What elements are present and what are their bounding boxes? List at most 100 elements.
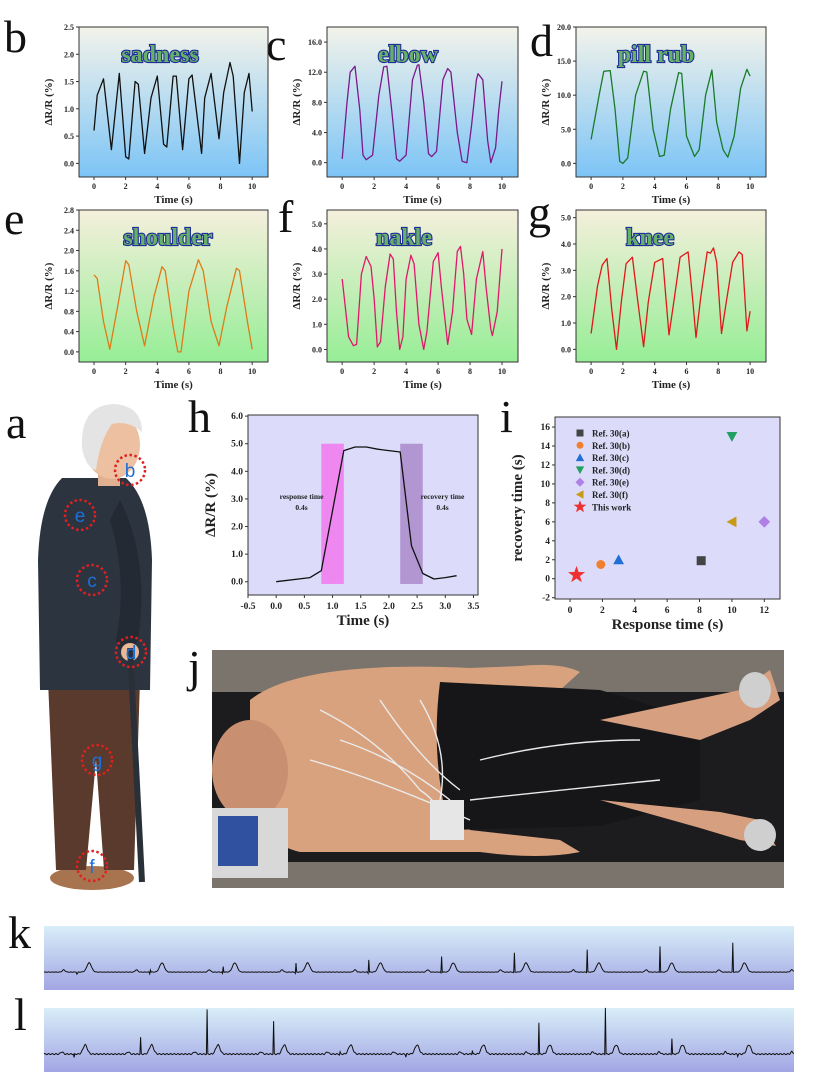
y-tick-label: 2.0 [64, 50, 74, 59]
recovery-time-band [400, 443, 423, 584]
legend-entry: Ref. 30(a) [592, 429, 630, 439]
chart-b: 0.0 0.5 1.0 1.5 2.0 2.5 0 2 4 6 8 10 Time (s) ΔR/R (%… [43, 23, 269, 206]
panel-label-c: c [266, 19, 286, 70]
sensor-location-marker [75, 563, 109, 597]
y-tick-label: 4.0 [561, 240, 571, 249]
y-tick-label: 0.0 [312, 159, 322, 168]
data-line [341, 245, 503, 351]
panel-label-e: e [4, 193, 24, 244]
y-tick-label: 2.0 [312, 295, 322, 304]
data-line [93, 61, 253, 165]
y-tick-label: 4.0 [312, 245, 322, 254]
y-tick-label: 3.0 [231, 495, 243, 505]
chart-title: pill rub [618, 42, 695, 68]
y-tick-label: 1.0 [64, 105, 74, 114]
annotation-value: 0.4s [295, 503, 307, 512]
legend-entry: Ref. 30(d) [592, 465, 630, 475]
plot-area [575, 209, 767, 363]
shoes [50, 866, 134, 890]
x-tick-label: 4 [653, 367, 657, 376]
x-tick-label: 10 [248, 182, 256, 191]
legend-marker [576, 429, 584, 437]
sensor-location-letter: g [92, 751, 103, 772]
y-tick-label: 6 [545, 518, 550, 528]
y-axis-label: ΔR/R (%) [43, 262, 55, 309]
panel-label-k: k [8, 907, 31, 958]
chart-c: 0.0 4.0 8.0 12.0 16.0 0 2 4 6 8 10 Time (s) ΔR/R (%)… [291, 26, 519, 206]
x-tick-label: 6 [187, 182, 191, 191]
x-axis-label: Time (s) [652, 194, 691, 206]
panel-label-d: d [530, 15, 553, 66]
annotation-label: response time [280, 492, 324, 501]
sensor-location-marker [80, 743, 114, 777]
y-tick-label: 16.0 [308, 38, 322, 47]
y-tick-label: 1.0 [231, 550, 243, 560]
y-tick-label: 0.0 [312, 345, 322, 354]
chart-title: nakle [376, 225, 432, 251]
y-tick-label: 6.0 [231, 412, 243, 422]
panel-label-b: b [4, 11, 27, 62]
ecg-trace [43, 942, 795, 976]
x-tick-label: 1.0 [327, 602, 339, 612]
x-tick-label: 0 [340, 182, 344, 191]
chart-f: 0.0 1.0 2.0 3.0 4.0 5.0 0 2 4 6 8 10 Time (s) ΔR/R (%… [291, 209, 519, 391]
plot-area [78, 209, 269, 363]
panel-labels: b c d e f g a h i j k l [4, 11, 553, 1040]
y-tick-label: 1.0 [312, 320, 322, 329]
x-tick-label: 4 [155, 367, 159, 376]
ecg-trace [43, 1007, 795, 1059]
data-line [590, 68, 751, 165]
y-tick-label: 4.0 [312, 129, 322, 138]
x-tick-label: 8 [468, 367, 472, 376]
x-axis-label: Time (s) [403, 379, 442, 391]
data-point-circle [596, 559, 606, 569]
sensor-location-letter: b [125, 461, 136, 482]
x-tick-label: 6 [436, 367, 440, 376]
sensor-location-marker [63, 498, 97, 532]
x-tick-label: 6 [436, 182, 440, 191]
chart-title: elbow [378, 42, 439, 68]
x-tick-label: 1.5 [355, 602, 367, 612]
x-tick-label: 0 [340, 367, 344, 376]
y-tick-label: 0.0 [231, 578, 243, 588]
data-line [341, 64, 503, 164]
data-point-triangle-up [613, 554, 625, 565]
y-tick-label: 3.0 [561, 266, 571, 275]
chart-title: knee [626, 225, 674, 251]
panel-label-l: l [14, 989, 27, 1040]
white-hair [81, 404, 142, 470]
panel-label-j: j [186, 641, 201, 692]
x-tick-label: 2.0 [383, 602, 395, 612]
x-tick-label: 6 [665, 606, 670, 616]
y-tick-label: 5.0 [312, 220, 322, 229]
y-tick-label: 1.5 [64, 78, 74, 87]
y-tick-label: 0.0 [64, 348, 74, 357]
x-tick-label: 8 [468, 182, 472, 191]
x-tick-label: 0 [589, 182, 593, 191]
data-line [93, 259, 253, 353]
data-point-triangle-down [726, 432, 738, 442]
y-tick-label: 10.0 [557, 91, 571, 100]
legend-entry: This work [592, 502, 631, 512]
chart-d: 0.0 5.0 10.0 15.0 20.0 0 2 4 6 8 10 Time (s) ΔR/R (%… [540, 23, 767, 206]
y-tick-label: 0.0 [561, 345, 571, 354]
y-tick-label: 0.0 [64, 159, 74, 168]
y-tick-label: 3.0 [312, 270, 322, 279]
y-tick-label: 2.5 [64, 23, 74, 32]
x-tick-label: 0 [568, 606, 573, 616]
arm [110, 500, 142, 660]
y-tick-label: 12 [541, 461, 551, 471]
chart-title: sadness [121, 42, 198, 68]
y-axis-label: recovery time (s) [510, 454, 526, 561]
y-tick-label: 10 [541, 480, 551, 490]
ecg-measurement-photo [212, 650, 784, 888]
legend-entry: Ref. 30(c) [592, 453, 629, 463]
sensor-location-letter: e [75, 506, 86, 527]
plot-area [575, 26, 767, 178]
x-tick-label: 8 [716, 182, 720, 191]
panel-label-f: f [278, 191, 294, 242]
y-tick-label: 0.4 [64, 328, 74, 337]
panel-label-a: a [6, 397, 26, 448]
y-tick-label: 0 [545, 575, 550, 585]
